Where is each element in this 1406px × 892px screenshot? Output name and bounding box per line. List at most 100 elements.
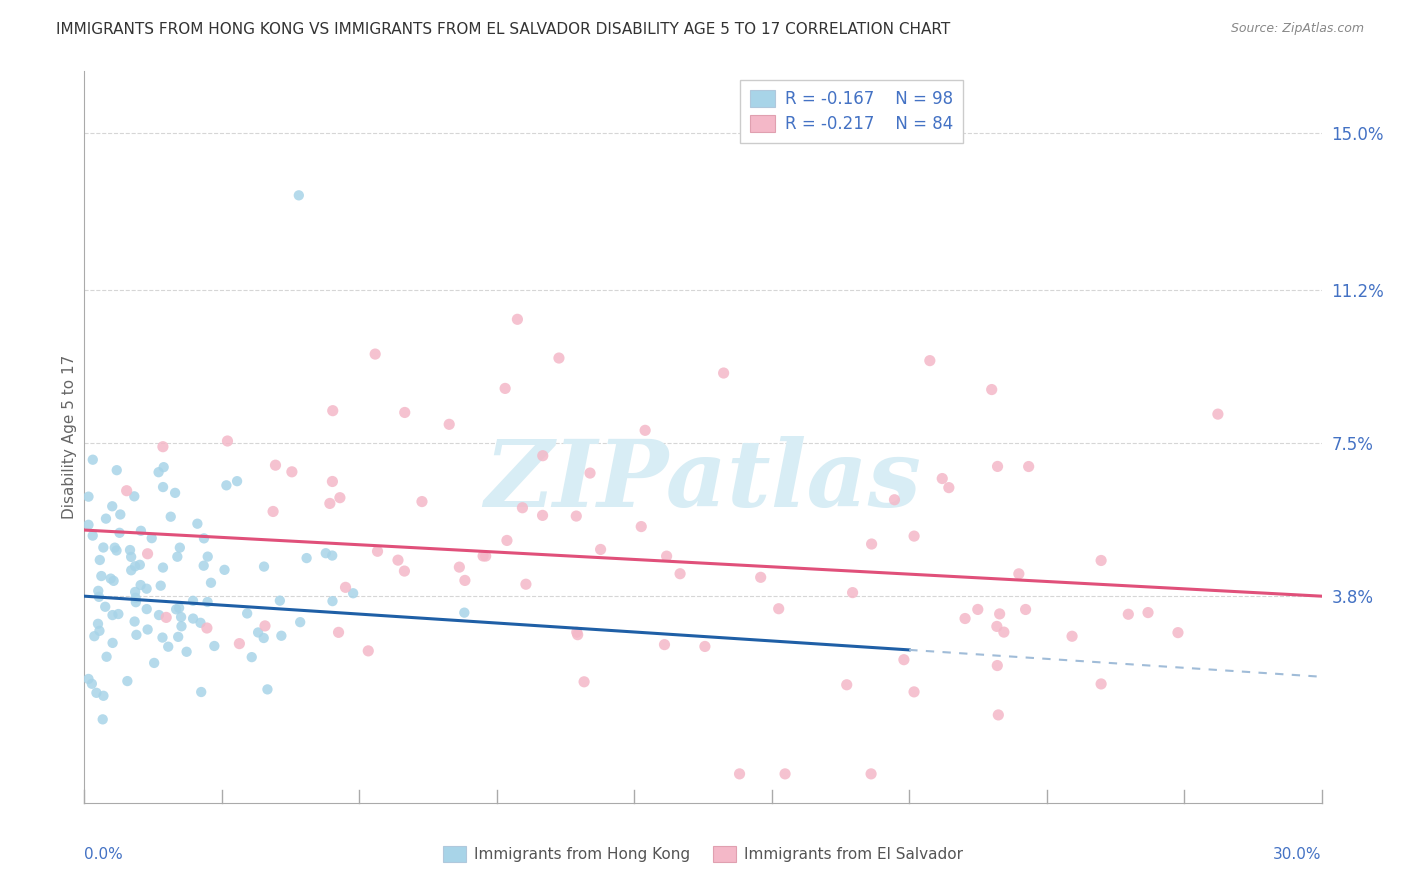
Point: [630, 519, 652, 533]
Point: [124, 591, 146, 605]
Point: [357, 644, 380, 658]
Point: [270, 629, 292, 643]
Point: [149, 579, 172, 593]
Point: [108, 525, 131, 540]
Point: [100, 572, 122, 586]
Legend: Immigrants from Hong Kong, Immigrants from El Salvador: Immigrants from Hong Kong, Immigrants fr…: [437, 840, 969, 868]
Point: [89, 553, 111, 567]
Point: [728, 767, 751, 781]
Point: [474, 549, 496, 563]
Point: [217, 434, 239, 448]
Point: [253, 631, 276, 645]
Point: [589, 542, 612, 557]
Point: [118, 543, 141, 558]
Point: [980, 383, 1002, 397]
Point: [110, 508, 132, 522]
Point: [94, 511, 117, 525]
Point: [96, 649, 118, 664]
Text: Source: ZipAtlas.com: Source: ZipAtlas.com: [1230, 22, 1364, 36]
Point: [143, 656, 166, 670]
Point: [567, 628, 589, 642]
Point: [87, 583, 110, 598]
Point: [136, 547, 159, 561]
Point: [572, 674, 595, 689]
Point: [77, 517, 100, 532]
Point: [394, 564, 416, 578]
Point: [988, 607, 1011, 621]
Point: [124, 489, 146, 503]
Point: [295, 551, 318, 566]
Point: [152, 631, 174, 645]
Point: [89, 624, 111, 638]
Point: [1090, 677, 1112, 691]
Point: [281, 465, 304, 479]
Point: [931, 471, 953, 485]
Point: [93, 689, 115, 703]
Point: [152, 560, 174, 574]
Point: [841, 585, 863, 599]
Point: [565, 509, 588, 524]
Point: [101, 500, 124, 514]
Point: [262, 504, 284, 518]
Point: [749, 570, 772, 584]
Point: [903, 685, 925, 699]
Point: [449, 560, 471, 574]
Point: [190, 615, 212, 630]
Point: [1008, 566, 1031, 581]
Point: [713, 366, 735, 380]
Point: [190, 685, 212, 699]
Point: [548, 351, 571, 365]
Point: [321, 549, 343, 563]
Point: [186, 516, 208, 531]
Point: [773, 767, 796, 781]
Point: [124, 559, 146, 574]
Point: [166, 549, 188, 564]
Point: [101, 636, 124, 650]
Point: [315, 546, 337, 560]
Point: [193, 558, 215, 573]
Point: [135, 602, 157, 616]
Point: [437, 417, 460, 432]
Point: [87, 590, 110, 604]
Point: [394, 405, 416, 419]
Point: [860, 537, 883, 551]
Point: [247, 625, 270, 640]
Text: IMMIGRANTS FROM HONG KONG VS IMMIGRANTS FROM EL SALVADOR DISABILITY AGE 5 TO 17 : IMMIGRANTS FROM HONG KONG VS IMMIGRANTS …: [56, 22, 950, 37]
Point: [387, 553, 409, 567]
Point: [125, 595, 148, 609]
Point: [515, 577, 537, 591]
Point: [1167, 625, 1189, 640]
Point: [214, 563, 236, 577]
Point: [77, 672, 100, 686]
Point: [136, 623, 159, 637]
Point: [634, 423, 657, 437]
Point: [77, 490, 100, 504]
Point: [124, 585, 146, 599]
Point: [165, 486, 187, 500]
Point: [157, 640, 180, 654]
Point: [159, 509, 181, 524]
Point: [193, 532, 215, 546]
Point: [938, 481, 960, 495]
Point: [148, 608, 170, 623]
Point: [565, 625, 588, 640]
Point: [512, 500, 534, 515]
Point: [141, 531, 163, 545]
Point: [328, 625, 350, 640]
Point: [253, 559, 276, 574]
Point: [1206, 407, 1229, 421]
Point: [165, 602, 187, 616]
Point: [104, 541, 127, 555]
Point: [531, 508, 554, 523]
Point: [169, 541, 191, 555]
Point: [91, 712, 114, 726]
Point: [87, 616, 110, 631]
Point: [531, 449, 554, 463]
Point: [128, 558, 150, 572]
Point: [903, 529, 925, 543]
Point: [364, 347, 387, 361]
Point: [117, 674, 139, 689]
Point: [107, 607, 129, 621]
Point: [236, 607, 259, 621]
Point: [506, 312, 529, 326]
